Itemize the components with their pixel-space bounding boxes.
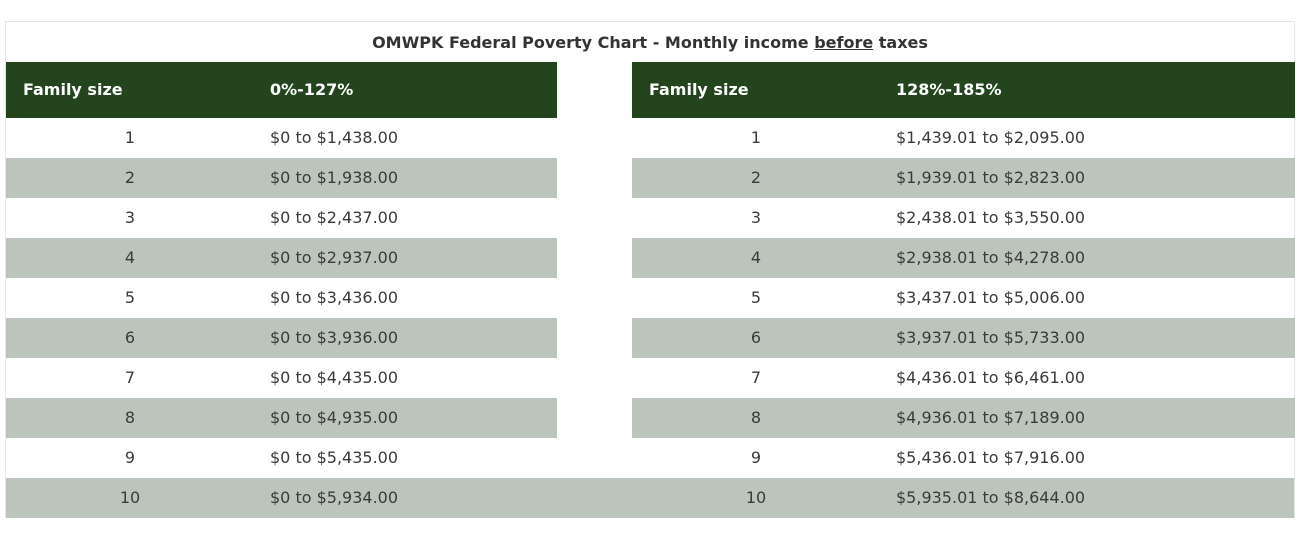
table-row: 10 $0 to $5,934.00 (6, 478, 557, 518)
table-row: 1 $0 to $1,438.00 (6, 118, 557, 158)
income-range-cell: $0 to $5,934.00 (270, 488, 399, 507)
income-range-cell: $2,938.01 to $4,278.00 (896, 248, 1086, 267)
income-range-cell: $4,436.01 to $6,461.00 (896, 368, 1086, 387)
family-size-cell: 9 (124, 448, 136, 467)
table-row: 9 $5,436.01 to $7,916.00 (632, 438, 1295, 478)
family-size-cell: 6 (124, 328, 136, 347)
table-row: 1 $1,439.01 to $2,095.00 (632, 118, 1295, 158)
header-family-size: Family size (23, 80, 123, 99)
family-size-cell: 1 (124, 128, 136, 147)
poverty-chart-table: OMWPK Federal Poverty Chart - Monthly in… (5, 21, 1295, 518)
income-range-cell: $5,436.01 to $7,916.00 (896, 448, 1086, 467)
income-range-cell: $1,439.01 to $2,095.00 (896, 128, 1086, 147)
family-size-cell: 4 (124, 248, 136, 267)
income-range-cell: $2,438.01 to $3,550.00 (896, 208, 1086, 227)
income-range-cell: $0 to $2,937.00 (270, 248, 399, 267)
income-range-cell: $3,437.01 to $5,006.00 (896, 288, 1086, 307)
caption-emphasis: before (814, 33, 874, 52)
family-size-cell: 10 (745, 488, 767, 507)
family-size-cell: 5 (124, 288, 136, 307)
income-range-cell: $0 to $2,437.00 (270, 208, 399, 227)
last-row-band (6, 478, 1294, 518)
header-family-size: Family size (649, 80, 749, 99)
family-size-cell: 7 (750, 368, 762, 387)
right-table: Family size 128%-185% 1 $1,439.01 to $2,0… (632, 62, 1295, 518)
table-row: 2 $1,939.01 to $2,823.00 (632, 158, 1295, 198)
table-row: 8 $4,936.01 to $7,189.00 (632, 398, 1295, 438)
header-range: 128%-185% (896, 80, 1002, 99)
family-size-cell: 2 (750, 168, 762, 187)
table-row: 5 $3,437.01 to $5,006.00 (632, 278, 1295, 318)
table-row: 9 $0 to $5,435.00 (6, 438, 557, 478)
table-row: 4 $0 to $2,937.00 (6, 238, 557, 278)
caption-suffix: taxes (873, 33, 928, 52)
table-row: 10 $5,935.01 to $8,644.00 (632, 478, 1295, 518)
table-row: 8 $0 to $4,935.00 (6, 398, 557, 438)
income-range-cell: $3,937.01 to $5,733.00 (896, 328, 1086, 347)
family-size-cell: 5 (750, 288, 762, 307)
family-size-cell: 7 (124, 368, 136, 387)
income-range-cell: $1,939.01 to $2,823.00 (896, 168, 1086, 187)
family-size-cell: 3 (124, 208, 136, 227)
family-size-cell: 10 (119, 488, 141, 507)
family-size-cell: 2 (124, 168, 136, 187)
caption-text: OMWPK Federal Poverty Chart - Monthly in… (372, 33, 815, 52)
table-row: 2 $0 to $1,938.00 (6, 158, 557, 198)
table-row: 6 $0 to $3,936.00 (6, 318, 557, 358)
income-range-cell: $0 to $5,435.00 (270, 448, 399, 467)
income-range-cell: $5,935.01 to $8,644.00 (896, 488, 1086, 507)
table-row: 7 $4,436.01 to $6,461.00 (632, 358, 1295, 398)
header-range: 0%-127% (270, 80, 354, 99)
table-row: 3 $0 to $2,437.00 (6, 198, 557, 238)
income-range-cell: $0 to $3,936.00 (270, 328, 399, 347)
income-range-cell: $0 to $3,436.00 (270, 288, 399, 307)
left-table: Family size 0%-127% 1 $0 to $1,438.00 2 $0… (6, 62, 557, 518)
right-table-header: Family size 128%-185% (632, 62, 1295, 118)
table-row: 7 $0 to $4,435.00 (6, 358, 557, 398)
income-range-cell: $0 to $4,935.00 (270, 408, 399, 427)
family-size-cell: 6 (750, 328, 762, 347)
table-row: 5 $0 to $3,436.00 (6, 278, 557, 318)
left-table-header: Family size 0%-127% (6, 62, 557, 118)
income-range-cell: $4,936.01 to $7,189.00 (896, 408, 1086, 427)
table-caption: OMWPK Federal Poverty Chart - Monthly in… (6, 22, 1294, 63)
family-size-cell: 8 (750, 408, 762, 427)
table-row: 4 $2,938.01 to $4,278.00 (632, 238, 1295, 278)
family-size-cell: 3 (750, 208, 762, 227)
family-size-cell: 8 (124, 408, 136, 427)
family-size-cell: 1 (750, 128, 762, 147)
income-range-cell: $0 to $1,438.00 (270, 128, 399, 147)
income-range-cell: $0 to $1,938.00 (270, 168, 399, 187)
family-size-cell: 9 (750, 448, 762, 467)
family-size-cell: 4 (750, 248, 762, 267)
income-range-cell: $0 to $4,435.00 (270, 368, 399, 387)
table-row: 6 $3,937.01 to $5,733.00 (632, 318, 1295, 358)
table-row: 3 $2,438.01 to $3,550.00 (632, 198, 1295, 238)
